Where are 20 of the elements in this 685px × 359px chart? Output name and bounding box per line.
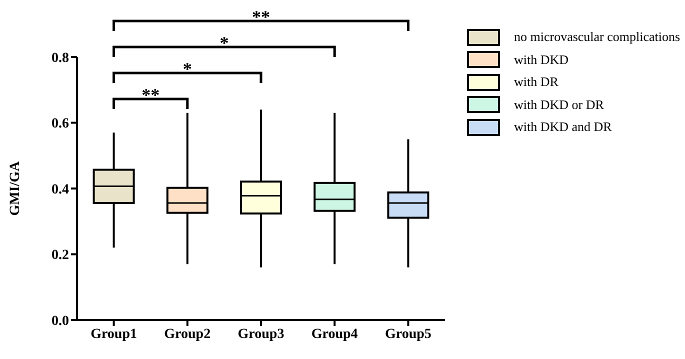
legend-label: with DKD and DR (514, 119, 612, 136)
x-tick-label: Group4 (311, 326, 358, 342)
text: * (220, 33, 229, 53)
y-tick-label: 0.0 (52, 314, 69, 329)
y-tick-label: 0.6 (52, 116, 69, 132)
annotation: ** (142, 85, 160, 105)
y-axis-title: GMI/GA (8, 160, 23, 216)
legend-label: with DR (514, 74, 558, 90)
legend-label: no microvascular complications (514, 29, 680, 46)
annotation: * (182, 59, 192, 79)
x-tick-label: Group3 (238, 326, 284, 342)
x-tick-label: Group1 (90, 326, 138, 342)
legend-label: with DKD or DR (514, 96, 604, 113)
x-tick-label: Group5 (384, 326, 432, 342)
y-tick-label: 0.2 (52, 248, 69, 264)
legend-label: with DKD (514, 52, 569, 68)
text: ** (252, 7, 270, 27)
x-tick-label: Group2 (164, 326, 211, 342)
y-tick-label: 0.8 (52, 50, 69, 66)
y-tick-label: 0.4 (52, 182, 69, 198)
